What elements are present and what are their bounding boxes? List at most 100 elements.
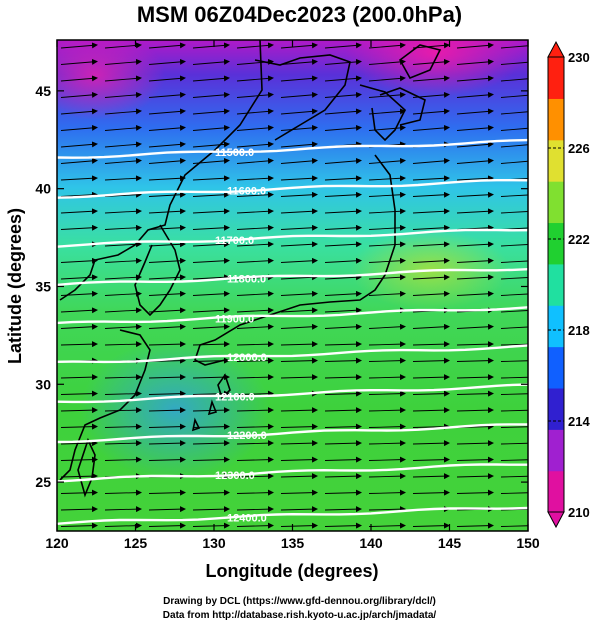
wind-arrow (412, 91, 450, 98)
wind-arrow (60, 175, 98, 182)
wind-arrow (104, 157, 142, 164)
wind-arrow (60, 489, 98, 496)
wind-arrow (60, 341, 98, 348)
wind-arrow (280, 108, 318, 115)
wind-arrow (192, 58, 230, 65)
contour-line (57, 268, 528, 287)
wind-arrow (236, 257, 274, 264)
colorbar-segment (548, 98, 564, 141)
wind-arrow (368, 374, 406, 381)
wind-arrow (192, 42, 230, 49)
wind-arrow (60, 157, 98, 164)
wind-arrow (60, 224, 98, 231)
wind-arrow (412, 75, 450, 82)
wind-arrow (148, 75, 186, 82)
contour-label: 12100.0 (215, 392, 255, 404)
wind-arrow (60, 440, 98, 447)
wind-arrow (500, 127, 528, 131)
wind-arrow (192, 341, 230, 348)
wind-arrow (500, 244, 528, 247)
wind-arrow (412, 489, 450, 496)
wind-arrow (280, 374, 318, 381)
wind-arrow (60, 390, 98, 397)
wind-arrow (60, 42, 98, 49)
wind-arrow (148, 191, 186, 198)
wind-arrow (192, 374, 230, 381)
wind-arrow (324, 224, 362, 231)
wind-arrow (324, 274, 362, 281)
wind-arrow (192, 423, 230, 430)
wind-arrow (324, 456, 362, 463)
wind-arrow (104, 341, 142, 348)
wind-arrow (192, 323, 230, 330)
wind-arrow (236, 407, 274, 414)
colorbar-segment (548, 263, 564, 306)
colorbar-bottom-arrow (547, 511, 565, 529)
contour-line (57, 463, 528, 483)
wind-arrow (60, 522, 98, 529)
wind-arrow (500, 360, 528, 362)
wind-arrow (456, 456, 494, 463)
colorbar-segment (548, 57, 564, 99)
wind-arrow (412, 473, 450, 480)
wind-arrow (148, 456, 186, 463)
contour-label: 11800.0 (227, 274, 266, 286)
wind-arrow (280, 91, 318, 98)
wind-arrow (368, 390, 406, 397)
wind-arrow (60, 75, 98, 82)
wind-arrow (456, 357, 494, 364)
colorbar-tick-label: 210 (568, 505, 590, 520)
contour-line (57, 344, 528, 364)
wind-arrow (60, 407, 98, 414)
wind-arrow (148, 290, 186, 297)
wind-arrow (148, 341, 186, 348)
wind-arrow (104, 390, 142, 397)
wind-arrow (236, 108, 274, 115)
wind-arrow (280, 274, 318, 281)
contour-label: 12200.0 (227, 430, 267, 442)
wind-arrow (368, 274, 406, 281)
wind-arrow (456, 473, 494, 480)
wind-arrow (456, 141, 494, 148)
wind-arrow (368, 341, 406, 348)
wind-arrow (192, 407, 230, 414)
wind-arrow (236, 290, 274, 297)
wind-arrow (368, 290, 406, 297)
wind-arrow (500, 277, 528, 280)
wind-arrow (104, 274, 142, 281)
contour-line (57, 506, 528, 525)
wind-arrow (456, 241, 494, 248)
wind-arrow (60, 91, 98, 98)
wind-arrow (368, 42, 406, 49)
wind-arrow (280, 141, 318, 148)
colorbar-segment (548, 305, 564, 348)
wind-arrow (60, 208, 98, 215)
wind-arrow (324, 191, 362, 198)
y-tick-label: 35 (35, 278, 51, 294)
plot-area: 11500.0 11600.0 11700.0 11800.0 11900.0 12000… (57, 40, 528, 531)
wind-arrow (324, 124, 362, 131)
wind-arrow (236, 124, 274, 131)
wind-arrow (280, 506, 318, 513)
wind-arrow (104, 506, 142, 513)
credit-data: Data from http://database.rish.kyoto-u.a… (162, 610, 437, 621)
colorbar-segment (548, 429, 564, 472)
wind-arrow (456, 75, 494, 82)
contour-line (57, 179, 528, 199)
x-axis: 120 125 130 135 140 145 150 (45, 40, 540, 551)
wind-arrow (60, 307, 98, 314)
wind-arrow (412, 224, 450, 231)
colorbar-tick-label: 218 (568, 323, 590, 338)
wind-arrow (192, 257, 230, 264)
wind-arrow (192, 456, 230, 463)
wind-arrow (236, 357, 274, 364)
wind-arrow (60, 191, 98, 198)
wind-arrow (104, 58, 142, 65)
wind-arrow (324, 257, 362, 264)
wind-arrow (368, 407, 406, 414)
wind-arrow (412, 407, 450, 414)
wind-arrow (324, 423, 362, 430)
colorbar-segment (548, 346, 564, 389)
y-axis: 25 30 35 40 45 (35, 83, 528, 490)
wind-arrow (192, 75, 230, 82)
